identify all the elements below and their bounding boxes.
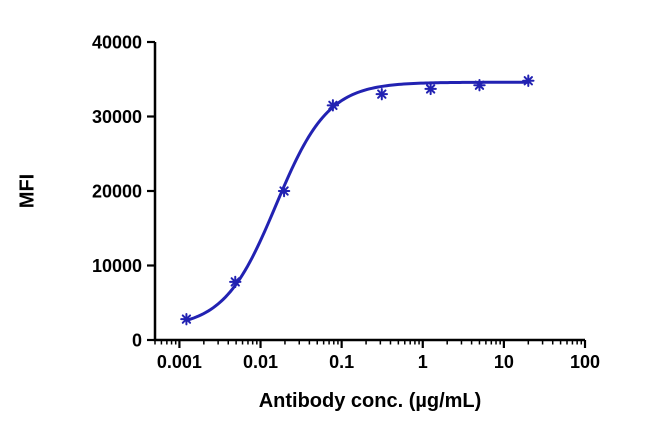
data-point-marker [375, 87, 388, 101]
svg-text:0: 0 [132, 331, 142, 351]
svg-text:1: 1 [418, 352, 428, 372]
svg-text:0.1: 0.1 [329, 352, 354, 372]
data-point-marker [424, 82, 437, 96]
data-point-marker [326, 99, 340, 112]
data-points [180, 74, 535, 326]
x-axis-title: Antibody conc. (µg/mL) [258, 390, 482, 412]
axes [153, 42, 585, 342]
fit-curve [184, 80, 530, 322]
data-point-marker [229, 275, 242, 289]
data-point-marker [473, 79, 486, 92]
data-point-marker [180, 312, 193, 326]
svg-text:30000: 30000 [92, 107, 142, 127]
svg-text:10000: 10000 [92, 256, 142, 276]
svg-text:10: 10 [494, 352, 514, 372]
svg-text:20000: 20000 [92, 182, 142, 202]
y-axis-title: MFI [16, 173, 39, 209]
svg-text:40000: 40000 [92, 33, 142, 53]
svg-text:100: 100 [570, 352, 600, 372]
tick-marks [147, 40, 587, 348]
data-point-marker [277, 184, 291, 198]
svg-text:0.001: 0.001 [157, 352, 202, 372]
svg-text:0.01: 0.01 [243, 352, 278, 372]
data-point-marker [522, 74, 535, 87]
tick-labels: 0 10000 20000 30000 40000 0.001 0.01 0.1 1 10 100 [92, 33, 600, 373]
